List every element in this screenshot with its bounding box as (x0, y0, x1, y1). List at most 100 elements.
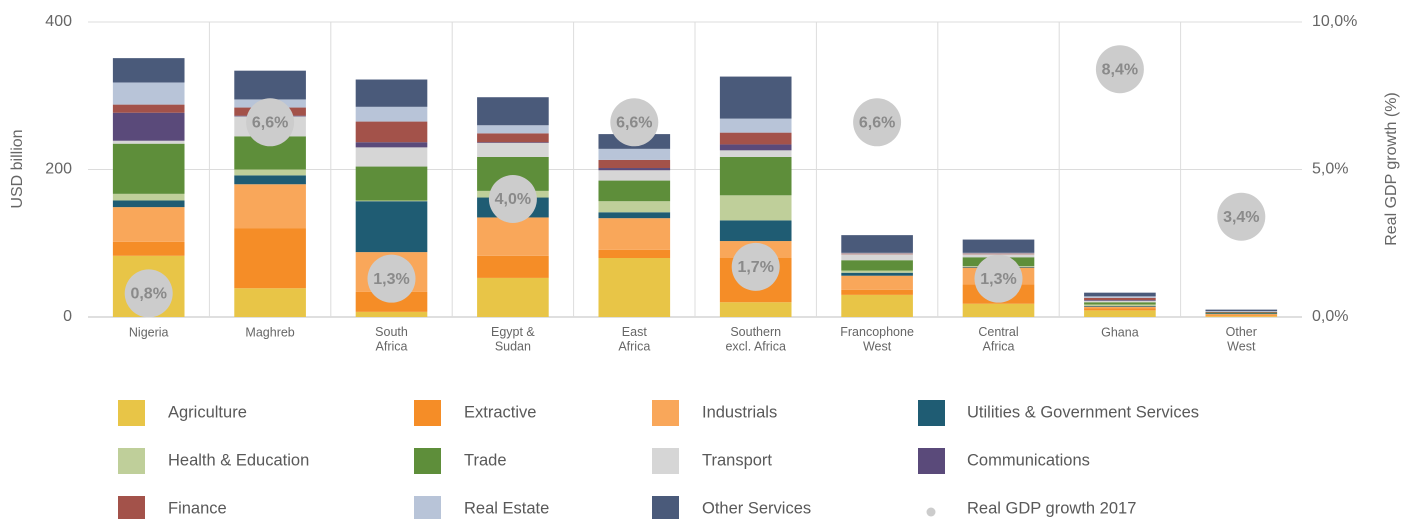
legend-swatch (918, 448, 945, 474)
legend-label: Agriculture (168, 403, 247, 421)
legend-swatch (652, 496, 679, 519)
gdp-bubble (853, 98, 902, 147)
bar-segment (1084, 296, 1156, 298)
bar-segment (1205, 312, 1278, 314)
legend-swatch (414, 400, 441, 426)
bar-segment (477, 97, 549, 126)
bar-segment (112, 82, 185, 105)
bar-segment (841, 272, 913, 276)
legend-swatch (414, 448, 441, 474)
legend-swatch (118, 400, 145, 426)
legend-label: Real Estate (464, 499, 549, 517)
x-tick-label: Egypt & Sudan (491, 325, 535, 353)
legend-label: Finance (168, 499, 227, 517)
bar-segment (477, 142, 549, 157)
bar-segment (841, 270, 913, 273)
bar-segment (234, 169, 306, 176)
x-tick-label: East Africa (618, 325, 650, 353)
bar-segment (1205, 316, 1278, 317)
bar-segment (841, 289, 913, 295)
bar-segment (598, 218, 671, 250)
bar-segment (1205, 309, 1278, 312)
bar-segment (234, 228, 306, 289)
bar-segment (1084, 308, 1156, 311)
legend-label: Extractive (464, 403, 536, 421)
bar-segment (598, 148, 671, 160)
bubble-label: 4,0% (495, 191, 531, 208)
bubble-label: 6,6% (859, 115, 895, 132)
bar-segment (962, 253, 1035, 255)
bubble-label: 6,6% (252, 115, 288, 132)
bar-segment (598, 212, 671, 219)
legend-swatch (652, 400, 679, 426)
legend-label: Health & Education (168, 451, 309, 469)
bar-segment (477, 217, 549, 256)
bar-segment (598, 201, 671, 213)
bar-segment (719, 144, 792, 151)
bar-segment (112, 200, 185, 208)
legend-swatch (652, 448, 679, 474)
bar-segment (112, 241, 185, 256)
bubble-label: 3,4% (1223, 209, 1259, 226)
bar-segment (841, 275, 913, 290)
bar-segment (598, 170, 671, 181)
legend-swatch (118, 496, 145, 519)
bar-segment (598, 159, 671, 169)
x-tick-label: Nigeria (129, 325, 169, 339)
bar-segment (234, 184, 306, 229)
bar-segment (1084, 300, 1156, 301)
gdp-bubble (974, 254, 1023, 303)
bubble-label: 0,8% (130, 286, 166, 303)
y-tick-label: 400 (45, 13, 72, 30)
bar-segment (719, 118, 792, 133)
bar-segment (355, 106, 428, 122)
bar-segment (719, 76, 792, 119)
bar-segment (112, 112, 185, 141)
bar-segment (477, 142, 549, 143)
gdp-bubble (124, 269, 173, 318)
bar-segment (598, 249, 671, 258)
bar-segment (598, 258, 671, 317)
x-tick-label: South Africa (375, 325, 408, 353)
bar-segment (355, 201, 428, 253)
bar-segment (355, 200, 428, 202)
x-tick-label: Maghreb (245, 325, 294, 339)
bar-segment (234, 70, 306, 100)
bar-segment (719, 156, 792, 196)
bar-segment (841, 253, 913, 255)
bar-segment (1205, 311, 1278, 312)
bar-segment (355, 147, 428, 167)
bar-segment (1205, 311, 1278, 313)
legend-label: Communications (967, 451, 1090, 469)
bar-segment (112, 58, 185, 83)
legend-swatch (118, 448, 145, 474)
y-axis-label: USD billion (9, 129, 26, 208)
bar-segment (112, 143, 185, 194)
bar-segment (598, 168, 671, 171)
bar-segment (598, 180, 671, 202)
x-tick-label: Other West (1226, 325, 1257, 353)
bar-segment (841, 235, 913, 253)
bar-segment (1084, 297, 1156, 301)
bubble-label: 6,6% (616, 115, 652, 132)
bar-segment (1205, 313, 1278, 315)
y2-tick-label: 0,0% (1312, 308, 1348, 325)
legend-swatch (926, 507, 936, 517)
bar-segment (1205, 314, 1278, 316)
bar-segment (112, 140, 185, 144)
legend-label: Transport (702, 451, 772, 469)
bar-segment (841, 254, 913, 261)
bar-segment (477, 255, 549, 278)
bar-segment (112, 207, 185, 242)
y2-axis-label: Real GDP growth (%) (1383, 92, 1400, 246)
gdp-bubble (731, 242, 780, 291)
bar-segment (234, 175, 306, 185)
bar-segment (477, 277, 549, 317)
bar-segment (355, 166, 428, 201)
y-tick-label: 200 (45, 161, 72, 178)
bar-segment (1084, 306, 1156, 309)
bar-segment (1084, 292, 1156, 297)
bar-segment (355, 142, 428, 148)
legend-label: Other Services (702, 499, 811, 517)
